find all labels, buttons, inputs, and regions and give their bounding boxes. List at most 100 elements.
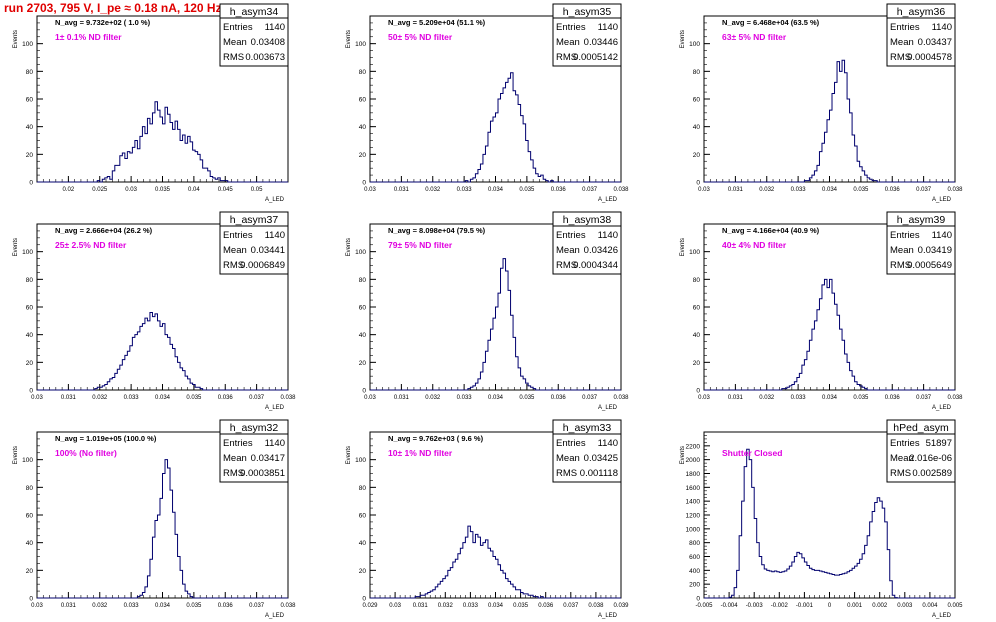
stats-label: Mean: [556, 453, 580, 464]
stats-value: 0.0005142: [573, 52, 618, 63]
x-tick-label: 0.037: [582, 187, 598, 193]
x-tick-label: 0.036: [885, 395, 901, 401]
x-tick-label: 0.033: [791, 395, 807, 401]
y-axis-label: Events: [13, 30, 19, 48]
stats-label: Mean: [556, 245, 580, 256]
stats-label: Mean: [223, 37, 247, 48]
x-tick-label: -0.001: [796, 603, 814, 609]
y-tick-label: 40: [359, 332, 367, 339]
stats-label: Entries: [223, 438, 253, 449]
x-tick-label: 0.04: [188, 187, 200, 193]
x-tick-label: 0.036: [551, 395, 567, 401]
histogram-panel-h_asym38: 0 20 40 60 80 100 0.03 0.031 0.032 0.033 0.034 0.03…: [346, 211, 629, 411]
stats-label: RMS: [223, 468, 244, 479]
x-tick-label: -0.004: [721, 603, 739, 609]
stats-value: 0.0004578: [907, 52, 952, 63]
navg-text: N_avg = 1.019e+05 (100.0 %): [55, 434, 157, 443]
x-tick-label: 0.037: [916, 395, 932, 401]
stats-box: [886, 419, 956, 483]
x-tick-label: 0.038: [947, 187, 963, 193]
stats-value: 0.03426: [584, 245, 618, 256]
y-axis-label: Events: [13, 238, 19, 256]
x-tick-label: 0.034: [155, 603, 171, 609]
stats-value: 1140: [265, 230, 285, 241]
y-tick-label: 20: [26, 568, 34, 575]
x-tick-label: 0.032: [92, 395, 108, 401]
filter-label: 40± 4% ND filter: [722, 240, 787, 250]
y-tick-label: 0: [696, 180, 700, 187]
stats-label: Mean: [890, 245, 914, 256]
y-tick-label: 20: [359, 568, 367, 575]
stats-label: RMS: [223, 52, 244, 63]
histogram-name: h_asym32: [230, 422, 279, 434]
x-axis-label: A_LED: [265, 613, 285, 619]
stats-value: 51897: [926, 438, 952, 449]
x-tick-label: 0.032: [425, 187, 441, 193]
histogram-line: [704, 448, 955, 599]
x-tick-label: 0.033: [463, 603, 479, 609]
filter-label: Shutter Closed: [722, 448, 782, 458]
stats-box: [886, 211, 956, 275]
x-axis-label: A_LED: [598, 613, 618, 619]
stats-value: 0.03408: [251, 37, 285, 48]
x-tick-label: 0: [828, 603, 832, 609]
stats-label: RMS: [890, 260, 911, 271]
x-tick-label: 0.03: [31, 395, 43, 401]
x-tick-label: 0.031: [61, 395, 77, 401]
x-tick-label: 0.037: [249, 395, 265, 401]
y-axis-label: Events: [346, 446, 352, 464]
x-tick-label: 0.03: [389, 603, 401, 609]
y-tick-label: 80: [26, 69, 34, 76]
stats-label: Entries: [556, 438, 586, 449]
y-tick-label: 100: [355, 249, 366, 256]
stats-label: RMS: [890, 468, 911, 479]
x-tick-label: 0.035: [853, 395, 869, 401]
x-tick-label: 0.033: [791, 187, 807, 193]
x-tick-label: 0.036: [218, 395, 234, 401]
stats-box: [552, 419, 622, 483]
x-tick-label: 0.034: [822, 187, 838, 193]
x-tick-label: 0.033: [457, 187, 473, 193]
y-tick-label: 100: [355, 41, 366, 48]
x-tick-label: 0.03: [698, 395, 710, 401]
histogram-line: [37, 312, 288, 391]
y-tick-label: 100: [689, 41, 700, 48]
navg-text: N_avg = 6.468e+04 (63.5 %): [722, 18, 820, 27]
y-tick-label: 0: [362, 596, 366, 603]
navg-text: N_avg = 8.098e+04 (79.5 %): [388, 226, 486, 235]
x-tick-label: 0.037: [916, 187, 932, 193]
x-tick-label: 0.032: [425, 395, 441, 401]
x-axis-label: A_LED: [932, 197, 952, 203]
y-tick-label: 60: [26, 513, 34, 520]
y-tick-label: 80: [693, 277, 701, 284]
histogram-panel-h_asym34: 0 20 40 60 80 100 0.02 0.025 0.03 0.035 0.04 0.045 0…: [13, 3, 289, 203]
y-tick-label: 80: [359, 485, 367, 492]
x-tick-label: 0.031: [394, 395, 410, 401]
y-tick-label: 40: [26, 540, 34, 547]
stats-label: RMS: [556, 52, 577, 63]
stats-label: RMS: [556, 260, 577, 271]
histogram-name: h_asym34: [230, 6, 279, 18]
x-tick-label: 0.034: [488, 187, 504, 193]
x-axis-label: A_LED: [598, 405, 618, 411]
histogram-name: hPed_asym: [893, 422, 949, 434]
y-tick-label: 20: [693, 360, 701, 367]
x-tick-label: 0.038: [280, 603, 296, 609]
y-tick-label: 80: [359, 277, 367, 284]
navg-text: N_avg = 4.166e+04 (40.9 %): [722, 226, 820, 235]
histogram-name: h_asym38: [563, 214, 612, 226]
x-tick-label: 0.033: [124, 395, 140, 401]
stats-value: 1140: [598, 230, 618, 241]
x-tick-label: 0.038: [588, 603, 604, 609]
histogram-panel-hPed_asym: 0 200 400 600 800 1000 1200 1400 1600 1800 2000 220…: [680, 419, 963, 619]
x-tick-label: 0.001: [847, 603, 863, 609]
filter-label: 100% (No filter): [55, 448, 117, 458]
filter-label: 25± 2.5% ND filter: [55, 240, 127, 250]
x-axis-label: A_LED: [932, 405, 952, 411]
x-tick-label: 0.035: [519, 395, 535, 401]
y-tick-label: 40: [359, 540, 367, 547]
y-tick-label: 60: [359, 305, 367, 312]
y-tick-label: 0: [696, 596, 700, 603]
stats-value: 1140: [265, 22, 285, 33]
